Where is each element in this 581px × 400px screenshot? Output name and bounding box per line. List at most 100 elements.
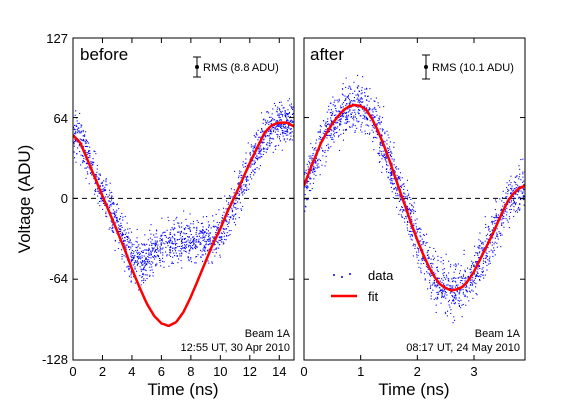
x-tick-label: 0 bbox=[69, 364, 76, 379]
data-point bbox=[82, 140, 84, 142]
data-point bbox=[386, 143, 388, 145]
data-point bbox=[287, 134, 289, 136]
data-point bbox=[263, 138, 265, 140]
data-point bbox=[328, 147, 330, 149]
data-point bbox=[368, 109, 370, 111]
data-point bbox=[237, 183, 239, 185]
data-point bbox=[160, 234, 162, 236]
data-point bbox=[121, 237, 123, 239]
data-point bbox=[377, 122, 379, 124]
data-point bbox=[160, 239, 162, 241]
data-point bbox=[226, 232, 228, 234]
data-point bbox=[480, 274, 482, 276]
data-point bbox=[202, 231, 204, 233]
data-point bbox=[287, 119, 289, 121]
data-point bbox=[510, 192, 512, 194]
data-point bbox=[447, 301, 449, 303]
data-point bbox=[340, 123, 342, 125]
data-point bbox=[205, 241, 207, 243]
data-point bbox=[73, 126, 75, 128]
data-point bbox=[265, 135, 267, 137]
data-point bbox=[106, 193, 108, 195]
data-point bbox=[78, 122, 80, 124]
data-point bbox=[414, 219, 416, 221]
data-point bbox=[358, 113, 360, 115]
data-point bbox=[485, 223, 487, 225]
data-point bbox=[145, 258, 147, 260]
data-point bbox=[426, 254, 428, 256]
data-point bbox=[233, 203, 235, 205]
data-point bbox=[490, 233, 492, 235]
data-point bbox=[369, 120, 371, 122]
data-point bbox=[395, 166, 397, 168]
data-point bbox=[455, 302, 457, 304]
data-point bbox=[174, 247, 176, 249]
data-point bbox=[156, 249, 158, 251]
data-point bbox=[277, 125, 279, 127]
data-point bbox=[213, 225, 215, 227]
data-point bbox=[496, 242, 498, 244]
data-point bbox=[171, 241, 173, 243]
data-point bbox=[368, 107, 370, 109]
data-point bbox=[472, 297, 474, 299]
data-point bbox=[125, 248, 127, 250]
data-point bbox=[513, 202, 515, 204]
data-point bbox=[239, 170, 241, 172]
data-point bbox=[152, 262, 154, 264]
data-point bbox=[156, 246, 158, 248]
data-point bbox=[378, 119, 380, 121]
data-point bbox=[247, 180, 249, 182]
data-point bbox=[253, 163, 255, 165]
data-point bbox=[360, 126, 362, 128]
data-point bbox=[429, 263, 431, 265]
data-point bbox=[226, 235, 228, 237]
data-point bbox=[393, 158, 395, 160]
data-point bbox=[416, 231, 418, 233]
data-point bbox=[186, 240, 188, 242]
data-point bbox=[74, 131, 76, 133]
data-point bbox=[209, 239, 211, 241]
data-point bbox=[230, 217, 232, 219]
data-point bbox=[162, 252, 164, 254]
data-point bbox=[469, 272, 471, 274]
data-point bbox=[111, 225, 113, 227]
data-point bbox=[444, 289, 446, 291]
data-point bbox=[136, 251, 138, 253]
data-point bbox=[183, 246, 185, 248]
data-point bbox=[402, 183, 404, 185]
data-point bbox=[308, 180, 310, 182]
data-point bbox=[131, 245, 133, 247]
data-point bbox=[522, 176, 524, 178]
data-point bbox=[411, 218, 413, 220]
data-point bbox=[482, 270, 484, 272]
data-point bbox=[242, 190, 244, 192]
data-point bbox=[373, 136, 375, 138]
data-point bbox=[522, 181, 524, 183]
data-point bbox=[509, 218, 511, 220]
data-point bbox=[341, 93, 343, 95]
data-point bbox=[390, 181, 392, 183]
data-point bbox=[221, 236, 223, 238]
data-point bbox=[390, 183, 392, 185]
data-point bbox=[399, 179, 401, 181]
data-point bbox=[388, 171, 390, 173]
data-point bbox=[241, 209, 243, 211]
data-point bbox=[445, 278, 447, 280]
data-point bbox=[259, 148, 261, 150]
data-point bbox=[266, 122, 268, 124]
legend: data fit bbox=[331, 268, 394, 304]
data-point bbox=[126, 236, 128, 238]
data-point bbox=[384, 158, 386, 160]
data-point bbox=[85, 145, 87, 147]
data-point bbox=[468, 290, 470, 292]
data-point bbox=[161, 248, 163, 250]
data-point bbox=[89, 150, 91, 152]
data-point bbox=[512, 199, 514, 201]
data-point bbox=[523, 198, 525, 200]
data-point bbox=[464, 296, 466, 298]
data-point bbox=[385, 160, 387, 162]
data-point bbox=[240, 177, 242, 179]
data-point bbox=[482, 271, 484, 273]
data-point bbox=[357, 106, 359, 108]
data-point bbox=[88, 156, 90, 158]
